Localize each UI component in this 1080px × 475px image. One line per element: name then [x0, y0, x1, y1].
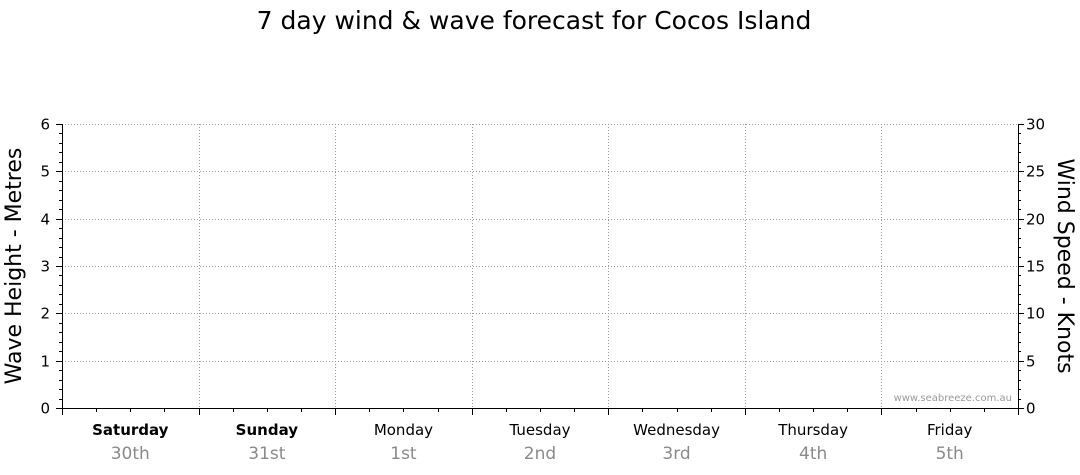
x-day-label: Friday [927, 421, 973, 439]
x-day-label: Saturday [92, 421, 169, 439]
y-right-tick-label: 5 [1026, 353, 1036, 371]
x-date-label: 2nd [524, 444, 556, 464]
y-left-tick-label: 2 [40, 305, 50, 323]
x-day-label: Tuesday [508, 421, 570, 439]
y-right-tick-label: 15 [1026, 258, 1045, 276]
y-axis-right-title: Wind Speed - Knots [1052, 158, 1077, 373]
chart-title: 7 day wind & wave forecast for Cocos Isl… [257, 6, 812, 35]
x-date-label: 3rd [662, 444, 690, 464]
y-right-tick-label: 25 [1026, 163, 1045, 181]
plot-area: 0 1 2 3 4 5 6 0 5 10 15 20 25 30 Saturday 30th Sunday 31s… [40, 116, 1045, 465]
y-right-tick-label: 20 [1026, 211, 1045, 229]
x-day-label: Wednesday [633, 421, 720, 439]
y-left-tick-label: 1 [40, 353, 50, 371]
x-day-label: Thursday [777, 421, 848, 439]
y-left-tick-label: 0 [40, 400, 50, 418]
y-left-tick-label: 3 [40, 258, 50, 276]
y-right-tick-label: 10 [1026, 305, 1045, 323]
y-left-tick-label: 4 [40, 211, 50, 229]
y-left-tick-label: 6 [40, 116, 50, 134]
x-date-label: 30th [111, 444, 150, 464]
x-date-label: 5th [936, 444, 964, 464]
x-day-label: Sunday [236, 421, 299, 439]
y-left-tick-label: 5 [40, 163, 50, 181]
watermark: www.seabreeze.com.au [894, 393, 1012, 404]
y-right-tick-label: 30 [1026, 116, 1045, 134]
y-right-tick-label: 0 [1026, 400, 1036, 418]
x-date-label: 31st [248, 444, 285, 464]
x-day-label: Monday [374, 421, 433, 439]
y-axis-left-title: Wave Height - Metres [2, 148, 27, 385]
x-date-label: 4th [799, 444, 827, 464]
x-date-label: 1st [390, 444, 417, 464]
